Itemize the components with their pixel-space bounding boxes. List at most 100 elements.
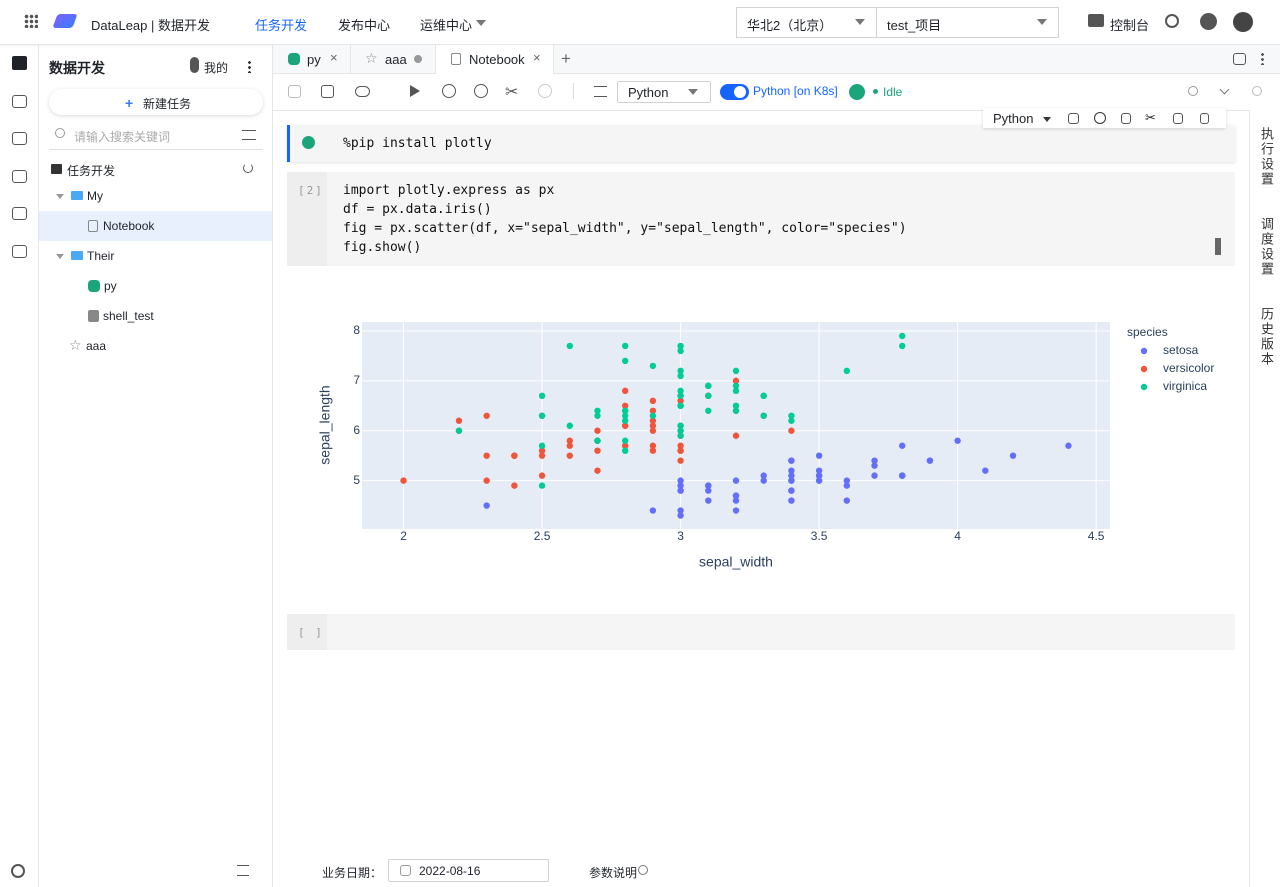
tree-item[interactable]: Their — [87, 249, 115, 263]
close-icon[interactable]: × — [330, 50, 338, 65]
selected-row — [39, 211, 272, 241]
point — [760, 392, 767, 400]
point — [621, 387, 629, 395]
cut-icon[interactable]: ✂ — [505, 84, 519, 101]
project-select[interactable] — [876, 7, 1059, 38]
date-label: 业务日期： — [322, 866, 383, 880]
cell-tool-icon[interactable] — [1200, 113, 1209, 124]
legend-label: virginica — [1163, 379, 1207, 393]
more-icon[interactable] — [1261, 52, 1264, 65]
toggle[interactable] — [190, 57, 199, 73]
run-cell-icon[interactable] — [302, 136, 315, 149]
point — [705, 407, 712, 414]
cell-tool-icon[interactable] — [1121, 113, 1131, 124]
tree-item[interactable]: My — [87, 189, 103, 203]
date-input[interactable] — [388, 859, 549, 882]
point — [538, 442, 546, 449]
side-tab[interactable]: 历史版本 — [1259, 307, 1274, 367]
add-icon[interactable] — [474, 84, 488, 98]
avatar[interactable] — [1233, 12, 1253, 32]
nav-item[interactable]: 运维中心 — [420, 18, 473, 33]
caret — [688, 89, 698, 95]
rail-icon[interactable] — [12, 56, 27, 70]
rail-icon[interactable] — [12, 245, 27, 258]
more-icon[interactable] — [248, 60, 251, 73]
help-icon[interactable] — [1200, 13, 1217, 30]
run-all-icon[interactable] — [410, 85, 420, 97]
point — [400, 477, 407, 484]
tree-item[interactable]: py — [104, 279, 117, 293]
collapse-icon[interactable] — [237, 865, 249, 876]
nav-item[interactable]: 任务开发 — [255, 18, 308, 33]
apps-icon[interactable] — [24, 14, 38, 28]
code-cell[interactable] — [327, 172, 1235, 266]
point — [732, 377, 740, 385]
search-input[interactable]: 请输入搜索关键词 — [74, 130, 171, 144]
code-cell[interactable] — [287, 125, 1235, 162]
info-icon[interactable] — [1252, 86, 1262, 96]
rail-icon[interactable] — [12, 207, 27, 220]
region-select[interactable] — [736, 7, 877, 38]
point — [649, 507, 657, 514]
cloud-icon[interactable] — [355, 86, 370, 97]
tab[interactable]: aaa — [385, 52, 407, 67]
rail-icon[interactable] — [12, 170, 27, 183]
caret — [1037, 19, 1047, 25]
search-icon[interactable] — [1165, 14, 1179, 28]
expand-icon[interactable] — [56, 194, 64, 199]
toolbar — [273, 73, 1249, 111]
tree-item[interactable]: shell_test — [103, 309, 154, 323]
stop-icon[interactable] — [538, 84, 552, 98]
code-cell[interactable] — [327, 614, 1235, 650]
cell-tool-icon[interactable] — [1068, 113, 1079, 124]
kernel-select[interactable] — [617, 81, 711, 103]
legend-label: versicolor — [1163, 361, 1214, 375]
point — [954, 437, 961, 444]
rail-icon[interactable] — [12, 95, 27, 108]
code-line: fig.show() — [343, 240, 422, 255]
point — [566, 422, 573, 429]
new-task-button[interactable] — [49, 89, 263, 115]
point — [760, 477, 767, 484]
sidebar-title: 数据开发 — [49, 60, 105, 76]
cell-tool-icon[interactable] — [1094, 112, 1106, 124]
point — [677, 447, 684, 454]
run-icon[interactable] — [442, 84, 456, 98]
caret — [855, 19, 865, 25]
tab[interactable]: Notebook — [469, 52, 525, 67]
side-tab[interactable]: 调度设置 — [1259, 217, 1274, 277]
x-tick-label: 3.5 — [811, 529, 828, 543]
point — [594, 447, 601, 454]
point — [677, 422, 684, 429]
settings-icon[interactable] — [11, 864, 25, 878]
params[interactable]: 参数说明 — [589, 866, 638, 880]
refresh-icon[interactable] — [243, 163, 253, 173]
point — [732, 407, 740, 414]
cell-language[interactable]: Python — [993, 111, 1034, 126]
side-tab[interactable]: 执行设置 — [1259, 127, 1274, 187]
info-icon[interactable] — [1188, 86, 1198, 96]
close-icon[interactable]: × — [533, 50, 541, 65]
console[interactable]: 控制台 — [1110, 18, 1150, 33]
nav-item[interactable]: 发布中心 — [338, 18, 391, 33]
point — [677, 487, 684, 494]
cell-tool-icon[interactable]: ✂ — [1145, 110, 1156, 125]
outline-icon[interactable] — [594, 86, 607, 97]
save-icon[interactable] — [288, 85, 301, 98]
mine[interactable]: 我的 — [204, 61, 229, 75]
tab[interactable]: py — [307, 52, 321, 67]
expand-icon[interactable] — [56, 254, 64, 259]
add-tab[interactable]: + — [561, 49, 571, 68]
tree-item[interactable]: Notebook — [103, 219, 155, 233]
layers-icon[interactable] — [1233, 53, 1246, 65]
rail-icon[interactable] — [12, 132, 27, 145]
cell-tool-icon[interactable] — [1173, 113, 1183, 124]
python-icon — [288, 53, 300, 65]
point — [705, 487, 712, 494]
search-icon — [55, 128, 65, 138]
point — [815, 452, 823, 459]
lock-icon[interactable] — [321, 85, 334, 98]
filter-icon[interactable] — [242, 130, 256, 140]
point — [815, 467, 823, 474]
tree-item[interactable]: aaa — [86, 339, 107, 353]
